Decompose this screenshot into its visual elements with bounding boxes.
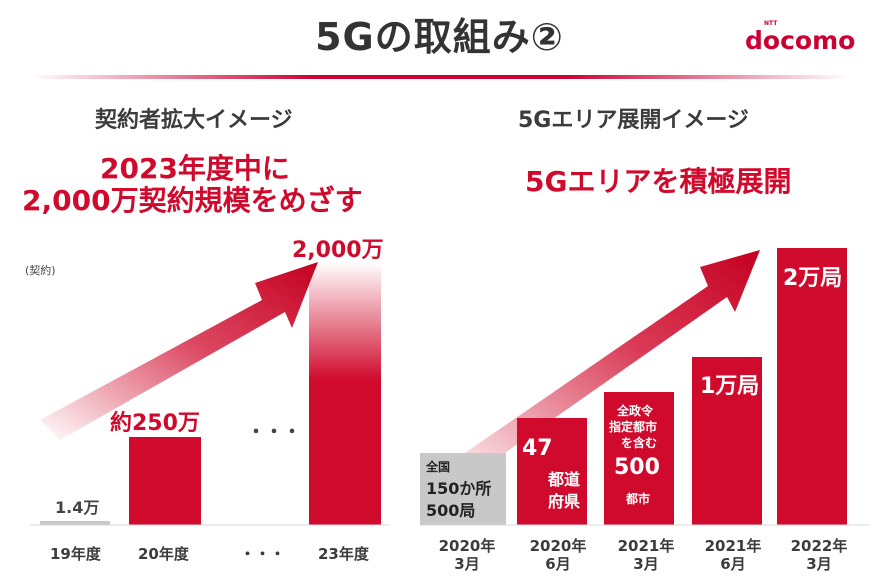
xtick-20-nendo: 20年度 bbox=[138, 545, 189, 563]
ellipsis-mid: ・・・ bbox=[247, 422, 301, 443]
value-label-20-nendo: 約250万 bbox=[110, 411, 200, 436]
bar-20-nendo bbox=[129, 437, 201, 525]
bar-text-2021-03-line2: 指定都市 bbox=[609, 420, 658, 434]
bar-2021-03 bbox=[604, 392, 674, 525]
xtick-2022-03-month: 3月 bbox=[806, 555, 832, 573]
value-label-19-nendo: 1.4万 bbox=[55, 498, 100, 517]
xtick-2021-06-month: 6月 bbox=[720, 555, 746, 573]
bar-text-2021-03-line5: 都市 bbox=[626, 492, 651, 506]
bar-2021-06 bbox=[692, 357, 762, 525]
xtick-2021-06-year: 2021年 bbox=[704, 537, 762, 555]
bar-text-2020-06-line1: 47 bbox=[522, 436, 553, 461]
xtick-2020-06-year: 2020年 bbox=[529, 537, 587, 555]
logo-ntt-mark: NTT bbox=[764, 20, 778, 27]
bar-text-2022-03: 2万局 bbox=[783, 266, 843, 291]
bar-text-2021-03-line4: 500 bbox=[614, 455, 660, 480]
bar-text-2020-06-line2: 都道 bbox=[548, 470, 581, 489]
docomo-logo: docomo bbox=[745, 26, 856, 55]
xtick-23-nendo: 23年度 bbox=[318, 545, 369, 563]
left-trend-arrow bbox=[40, 262, 318, 440]
left-bar-chart bbox=[30, 262, 390, 526]
left-y-unit-label: (契約) bbox=[25, 264, 56, 277]
xtick-2022-03-year: 2022年 bbox=[790, 537, 848, 555]
bar-text-2021-06: 1万局 bbox=[700, 374, 760, 399]
bar-text-2020-03-line3: 500局 bbox=[426, 501, 476, 520]
xtick-2020-03-year: 2020年 bbox=[438, 537, 496, 555]
page-title: 5Gの取組み② bbox=[315, 15, 564, 59]
left-chart-title: 契約者拡大イメージ bbox=[95, 108, 293, 133]
bar-2020-03 bbox=[420, 453, 506, 525]
right-bar-chart bbox=[420, 248, 870, 526]
xtick-2020-06-month: 6月 bbox=[545, 555, 571, 573]
header-divider bbox=[30, 75, 850, 79]
bar-text-2020-03-line2: 150か所 bbox=[426, 479, 492, 498]
xtick-2021-03-month: 3月 bbox=[633, 555, 659, 573]
bar-text-2020-03-line1: 全国 bbox=[426, 460, 451, 474]
bar-2020-06 bbox=[517, 418, 587, 525]
right-headline: 5Gエリアを積極展開 bbox=[525, 165, 792, 198]
left-headline-line2: 2,000万契約規模をめざす bbox=[22, 184, 363, 217]
bar-2022-03 bbox=[777, 248, 847, 525]
xtick-19-nendo: 19年度 bbox=[50, 545, 101, 563]
xtick-2020-03-month: 3月 bbox=[454, 555, 480, 573]
bar-text-2021-03-line1: 全政令 bbox=[617, 404, 654, 418]
xtick-ellipsis: ・・・ bbox=[240, 545, 286, 563]
right-chart-title: 5Gエリア展開イメージ bbox=[518, 108, 749, 133]
bar-text-2020-06-line3: 府県 bbox=[548, 492, 581, 511]
bar-19-nendo bbox=[40, 521, 110, 525]
xtick-2021-03-year: 2021年 bbox=[617, 537, 675, 555]
value-label-23-nendo: 2,000万 bbox=[292, 238, 384, 263]
bar-23-nendo bbox=[309, 262, 381, 525]
left-headline-line1: 2023年度中に bbox=[100, 152, 290, 185]
bar-text-2021-03-line3: を含む bbox=[621, 436, 658, 450]
